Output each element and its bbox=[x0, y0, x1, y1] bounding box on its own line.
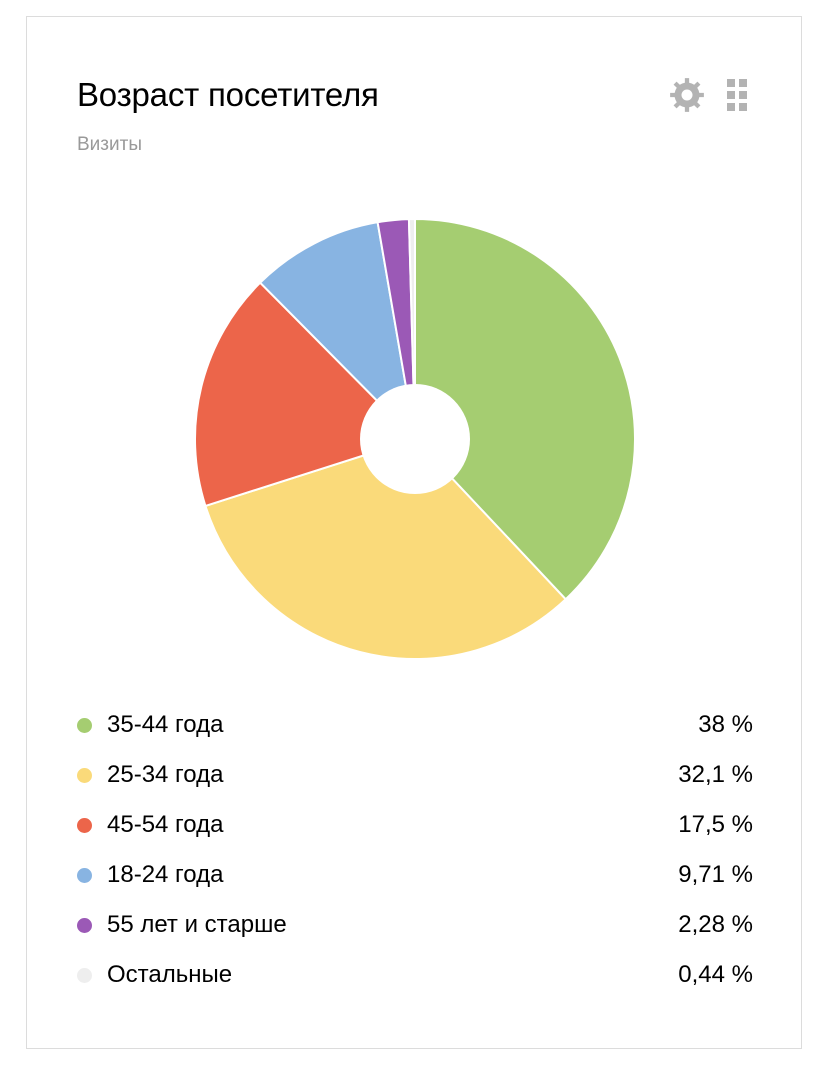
age-widget-card: Возраст посетителя Визиты 35-44 года 38 %… bbox=[26, 16, 802, 1049]
legend-value: 9,71 % bbox=[678, 861, 753, 888]
pie-slice-2[interactable] bbox=[194, 281, 416, 507]
pie-slice-5[interactable] bbox=[407, 217, 416, 440]
legend-value: 32,1 % bbox=[678, 761, 753, 788]
legend-value: 0,44 % bbox=[678, 961, 753, 988]
legend-swatch bbox=[77, 717, 92, 733]
chart-legend: 35-44 года 38 % 25-34 года 32,1 % 45-54 года… bbox=[77, 700, 753, 1000]
drag-handle-icon bbox=[727, 79, 747, 111]
legend-swatch bbox=[77, 917, 92, 933]
legend-swatch bbox=[77, 867, 92, 883]
widget-title: Возраст посетителя bbox=[77, 76, 379, 113]
legend-item[interactable]: Остальные 0,44 % bbox=[77, 950, 753, 1000]
donut-hole bbox=[360, 384, 470, 494]
age-pie-chart bbox=[194, 217, 636, 660]
legend-swatch bbox=[77, 767, 92, 783]
legend-value: 17,5 % bbox=[678, 811, 753, 838]
legend-label: 45-54 года bbox=[107, 811, 224, 838]
legend-item[interactable]: 35-44 года 38 % bbox=[77, 700, 753, 750]
legend-swatch bbox=[77, 817, 92, 833]
legend-item[interactable]: 45-54 года 17,5 % bbox=[77, 800, 753, 850]
legend-swatch bbox=[77, 967, 92, 983]
legend-item[interactable]: 18-24 года 9,71 % bbox=[77, 850, 753, 900]
gear-icon bbox=[670, 78, 704, 112]
legend-label: 55 лет и старше bbox=[107, 911, 287, 938]
legend-label: 35-44 года bbox=[107, 711, 224, 738]
legend-item[interactable]: 55 лет и старше 2,28 % bbox=[77, 900, 753, 950]
widget-subtitle: Визиты bbox=[77, 134, 142, 155]
pie-slice-3[interactable] bbox=[259, 221, 416, 440]
legend-value: 2,28 % bbox=[678, 911, 753, 938]
legend-value: 38 % bbox=[698, 711, 753, 738]
legend-label: 18-24 года bbox=[107, 861, 224, 888]
legend-item[interactable]: 25-34 года 32,1 % bbox=[77, 750, 753, 800]
pie-slice-0[interactable] bbox=[414, 218, 636, 601]
pie-slice-1[interactable] bbox=[204, 438, 567, 660]
legend-label: Остальные bbox=[107, 961, 233, 988]
settings-button[interactable] bbox=[667, 75, 707, 115]
drag-handle-button[interactable] bbox=[717, 75, 757, 115]
legend-label: 25-34 года bbox=[107, 761, 224, 788]
